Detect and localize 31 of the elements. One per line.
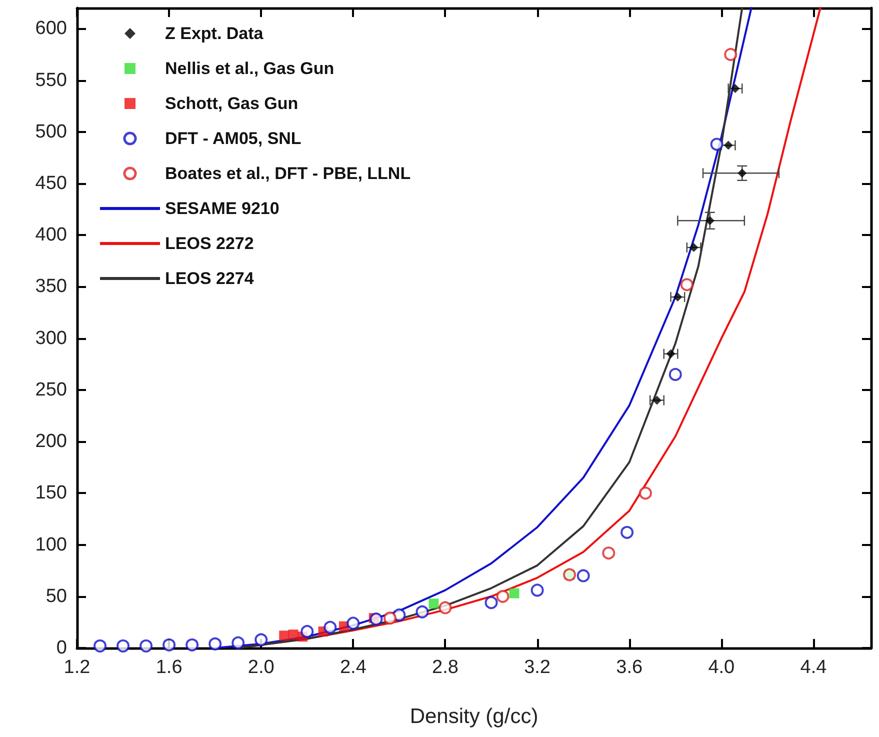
legend-label: LEOS 2272 [165,234,254,253]
legend-label: Nellis et al., Gas Gun [165,59,334,78]
x-tick-label: 1.2 [64,657,90,678]
x-tick-label: 4.0 [708,657,735,678]
legend-label: Schott, Gas Gun [165,94,298,113]
y-tick-label: 500 [35,121,67,142]
x-tick-label: 2.0 [248,657,274,678]
legend-label: SESAME 9210 [165,199,280,218]
y-tick-label: 200 [35,431,67,452]
y-tick-label: 550 [35,70,67,91]
x-tick-label: 3.2 [524,657,550,678]
x-tick-label: 1.6 [156,657,182,678]
x-tick-label: 2.8 [432,657,458,678]
y-tick-label: 250 [35,379,67,400]
legend-label: Z Expt. Data [165,24,264,43]
x-tick-label: 2.4 [340,657,367,678]
y-tick-label: 150 [35,482,67,504]
y-tick-label: 0 [56,638,67,658]
legend-label: DFT - AM05, SNL [165,129,302,148]
y-tick-label: 400 [35,224,67,246]
x-tick-label: 3.6 [616,657,643,678]
x-tick-label: 4.4 [800,657,828,678]
y-tick-label: 450 [35,172,67,194]
y-tick-label: 50 [46,586,67,607]
y-tick-label: 350 [35,276,67,298]
y-tick-label: 600 [35,18,67,40]
y-tick-label: 100 [35,534,67,556]
legend-label: LEOS 2274 [165,269,254,288]
legend-label: Boates et al., DFT - PBE, LLNL [165,164,411,183]
x-axis-title: Density (g/cc) [410,705,538,728]
y-tick-label: 300 [35,328,67,349]
